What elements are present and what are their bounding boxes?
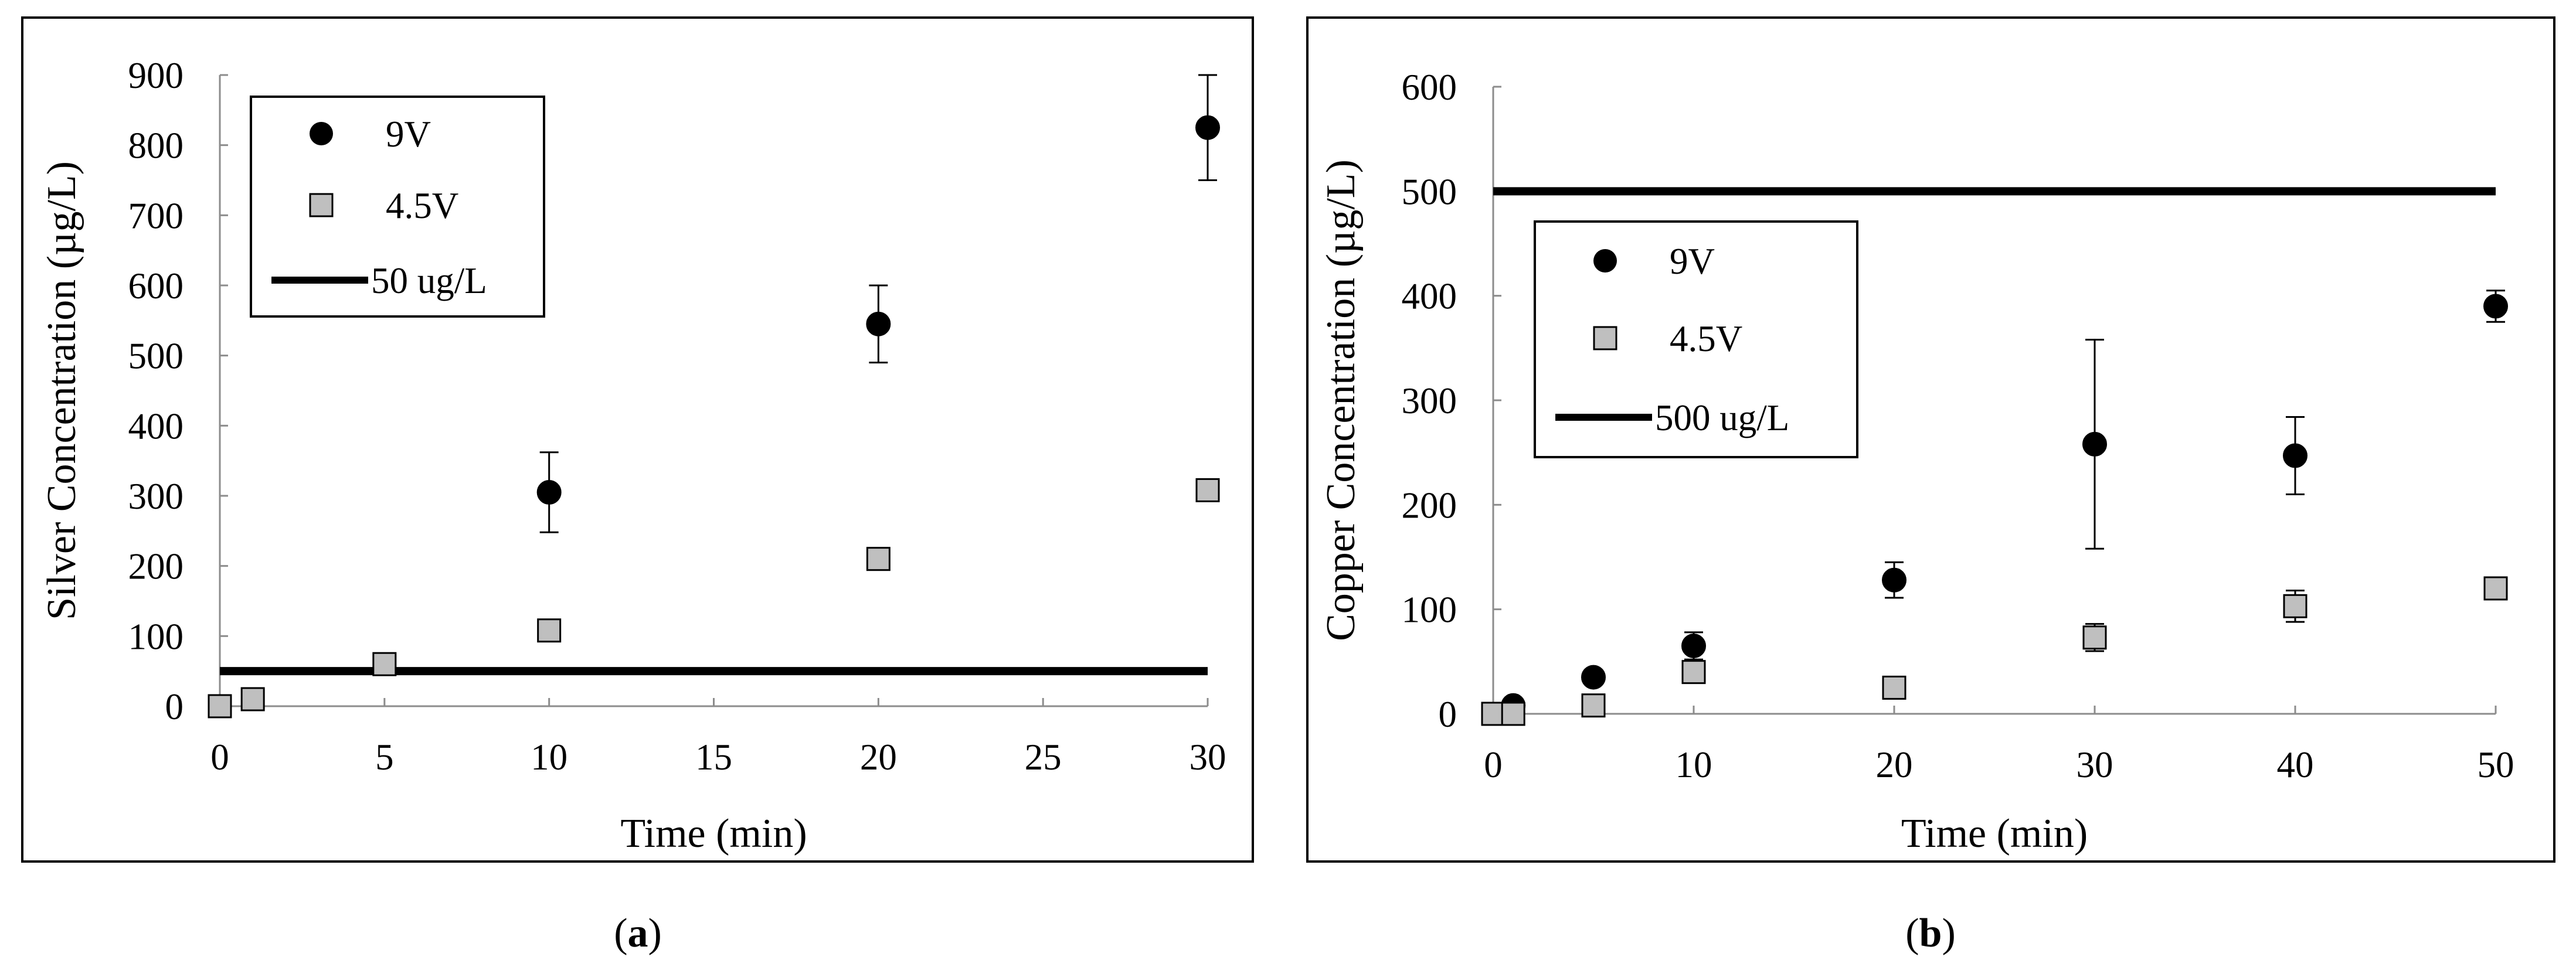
x-tick-label: 30 — [1190, 737, 1226, 778]
x-tick-label: 20 — [1876, 744, 1913, 785]
legend-label-4-5v: 4.5V — [1670, 318, 1742, 359]
data-point-4-5v — [1195, 478, 1220, 502]
data-point-4-5v — [1681, 660, 1706, 685]
data-point-9v — [2483, 294, 2508, 319]
x-tick-label: 30 — [2077, 744, 2113, 785]
data-point-4-5v — [240, 687, 265, 711]
data-point-9v — [2283, 443, 2307, 468]
x-tick-label: 10 — [531, 737, 567, 778]
chart-frame — [21, 16, 1254, 863]
chart-panel-a: 0 100 200 300 400 500 600 700 800 900 0 5 10 15 20 25 30… — [21, 16, 1254, 956]
legend-symbol-9v — [310, 122, 333, 145]
y-tick-label: 100 — [1402, 590, 1457, 631]
y-axis-label: Copper Concentration (µg/L) — [1318, 159, 1364, 641]
chart-panel-b: 0 100 200 300 400 500 600 0 10 20 30 40 50 Time (min)… — [1306, 16, 2555, 956]
legend-symbol-4-5v — [309, 193, 334, 217]
y-tick-label: 800 — [128, 125, 184, 166]
legend-label-4-5v: 4.5V — [386, 185, 458, 226]
y-tick-label: 300 — [1402, 380, 1457, 421]
x-tick-label: 10 — [1676, 744, 1712, 785]
x-tick-label: 0 — [1484, 744, 1503, 785]
y-tick-label: 300 — [128, 476, 184, 517]
legend-label-9v: 9V — [386, 114, 431, 155]
y-tick-label: 900 — [128, 55, 184, 96]
data-point-4-5v — [2082, 625, 2107, 650]
data-point-4-5v — [1581, 693, 1606, 718]
x-tick-label: 20 — [860, 737, 897, 778]
legend-label-reference: 50 ug/L — [371, 260, 487, 301]
data-point-9v — [536, 480, 562, 505]
data-point-4-5v — [537, 618, 562, 643]
y-tick-label: 200 — [1402, 485, 1457, 526]
data-point-4-5v — [866, 547, 891, 571]
data-point-9v — [1581, 665, 1606, 690]
y-tick-label: 700 — [128, 195, 184, 236]
data-point-4-5v — [2283, 594, 2307, 618]
panel-label: (b) — [1905, 911, 1956, 956]
data-point-4-5v — [2483, 576, 2508, 601]
y-tick-label: 400 — [128, 406, 184, 447]
x-tick-label: 0 — [210, 737, 229, 778]
data-point-4-5v — [1481, 702, 1506, 726]
y-tick-label: 100 — [128, 616, 184, 657]
y-tick-label: 500 — [1402, 171, 1457, 212]
data-point-9v — [2082, 431, 2107, 457]
y-tick-label: 0 — [1439, 694, 1457, 735]
x-tick-label: 15 — [695, 737, 732, 778]
x-tick-label: 40 — [2277, 744, 2314, 785]
legend-label-9v: 9V — [1670, 241, 1715, 282]
y-tick-label: 400 — [1402, 276, 1457, 317]
data-point-4-5v — [208, 694, 232, 719]
data-point-9v — [1681, 634, 1706, 659]
legend-symbol-9v — [1593, 249, 1617, 273]
legend-label-reference: 500 ug/L — [1655, 397, 1789, 438]
data-point-9v — [1195, 115, 1220, 140]
legend-symbol-4-5v — [1593, 326, 1617, 350]
y-axis-label: Silver Concentration (µg/L) — [39, 161, 84, 620]
y-tick-label: 600 — [128, 265, 184, 307]
y-tick-label: 600 — [1402, 67, 1457, 108]
x-axis-label: Time (min) — [620, 811, 807, 856]
data-point-4-5v — [1501, 702, 1525, 726]
panel-label: (a) — [614, 911, 662, 956]
data-point-4-5v — [1882, 675, 1906, 700]
data-point-4-5v — [372, 652, 397, 676]
x-axis-label: Time (min) — [1901, 811, 2088, 856]
data-point-9v — [866, 311, 891, 336]
x-tick-label: 5 — [375, 737, 394, 778]
x-tick-label: 25 — [1025, 737, 1062, 778]
data-point-9v — [1882, 567, 1906, 593]
x-tick-label: 50 — [2478, 744, 2514, 785]
chart-frame — [1306, 16, 2555, 863]
y-tick-label: 200 — [128, 546, 184, 587]
y-tick-label: 0 — [165, 686, 184, 727]
y-tick-label: 500 — [128, 336, 184, 377]
